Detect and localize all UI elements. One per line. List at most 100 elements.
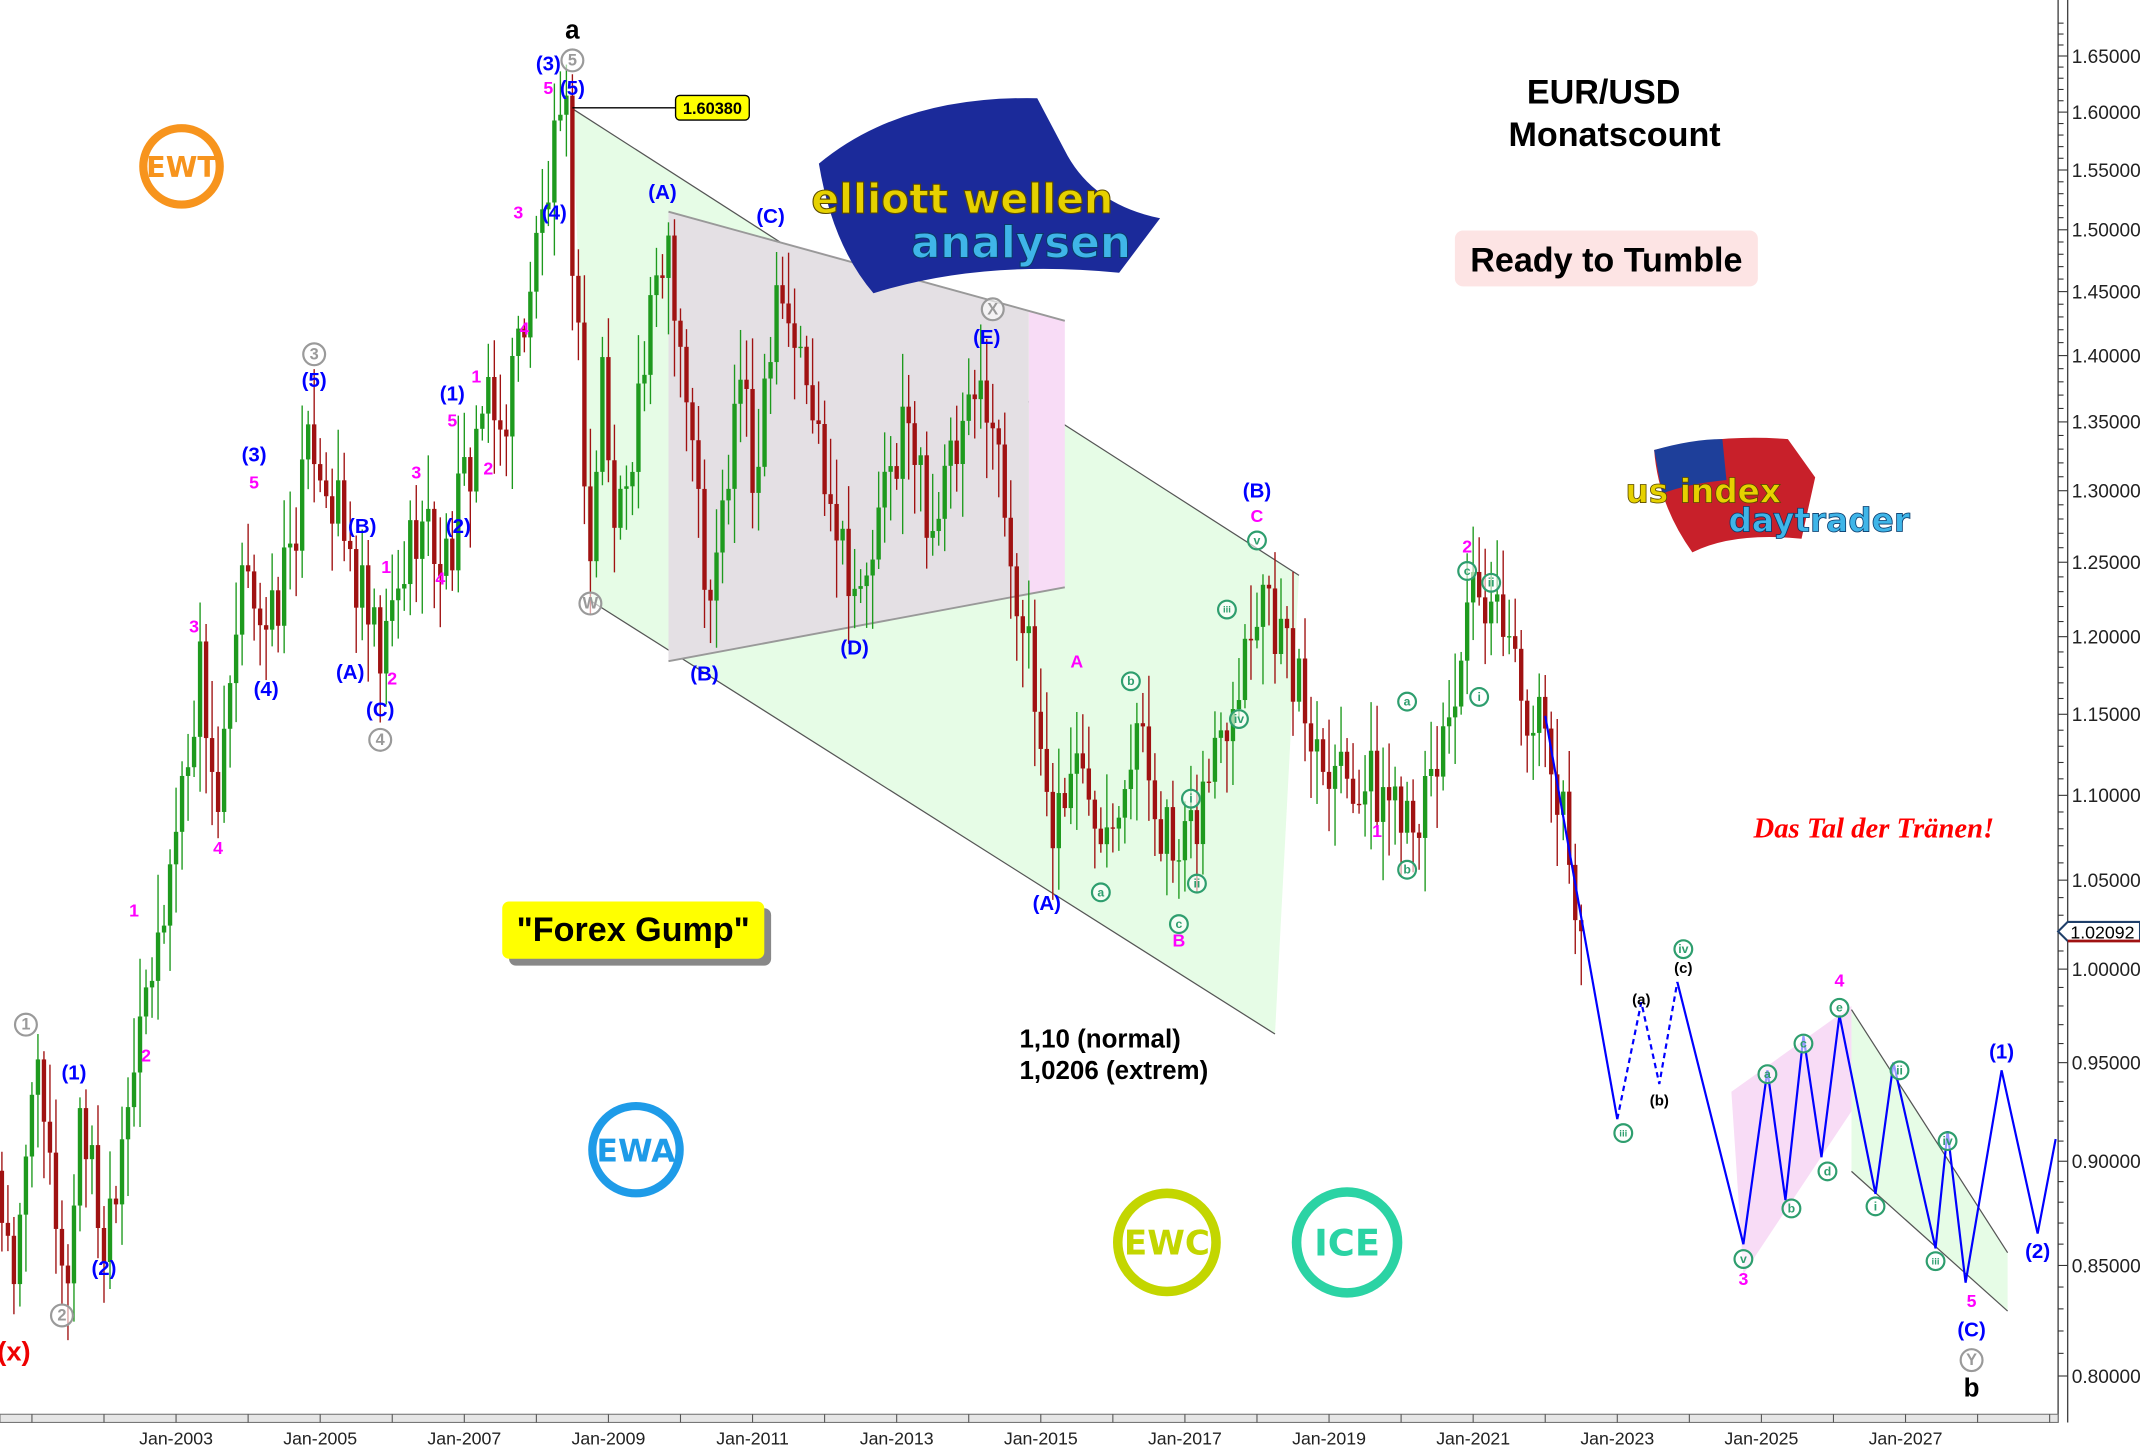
candle-body [299, 459, 305, 551]
candle-body [612, 460, 617, 528]
candle-body [822, 424, 827, 495]
candle-body [624, 486, 629, 489]
candle-body [1098, 828, 1104, 845]
wave-label-circled: c [1168, 914, 1189, 935]
wave-label-text: 3 [310, 345, 319, 363]
wave-label-circled: iii [1925, 1251, 1946, 1272]
candle-body [1410, 800, 1416, 833]
price-tick-label: 1.40000 [2072, 346, 2140, 367]
candle [251, 554, 257, 641]
wave-label-circled: i [1469, 686, 1490, 707]
label-circle [1865, 1196, 1886, 1217]
candle-body [348, 540, 353, 550]
target-extreme-text: 1,0206 (extrem) [1020, 1057, 1209, 1085]
candle [576, 249, 581, 361]
candle-body [588, 486, 593, 562]
candle [852, 548, 857, 629]
candle [1470, 526, 1476, 641]
candle [618, 475, 623, 540]
label-circle [368, 727, 393, 752]
candle [1314, 701, 1320, 804]
candle-body [930, 531, 935, 538]
wave-label: (c) [1674, 960, 1692, 977]
candle [1044, 692, 1049, 817]
time-tick-label: Jan-2013 [860, 1428, 934, 1447]
candle-body [1152, 780, 1158, 820]
label-circle [1733, 1249, 1754, 1269]
candle [732, 364, 737, 544]
candle [209, 681, 215, 826]
candle-body [780, 285, 785, 304]
candle [1368, 702, 1374, 850]
candle [1531, 705, 1536, 780]
candle [1104, 774, 1110, 868]
candle [1212, 711, 1218, 799]
channel-lower-line [1851, 1170, 2009, 1312]
chart-title: EUR/USD [1527, 74, 1681, 112]
label-circle [1817, 1161, 1838, 1182]
label-circle [1168, 914, 1189, 935]
candle [408, 500, 413, 616]
candle-body [450, 538, 455, 571]
candle-body [101, 1227, 107, 1263]
candle-body [305, 424, 311, 460]
candle [696, 406, 701, 538]
candle [275, 576, 281, 653]
wave-label-circled: d [1817, 1161, 1838, 1182]
wave-label: (C) [366, 699, 394, 722]
candle-body [408, 520, 413, 585]
label-circle [1247, 530, 1267, 551]
candle-body [0, 1170, 5, 1223]
candle-body [438, 563, 443, 576]
candle [870, 529, 875, 629]
label-circle [1186, 873, 1207, 894]
candle [486, 343, 491, 443]
candle-body [1140, 723, 1146, 727]
wave-label: 5 [447, 411, 457, 431]
candle-body [1128, 769, 1134, 790]
candle-body [834, 503, 839, 541]
candle [1398, 776, 1404, 876]
candle [762, 353, 767, 477]
wave-label-text: iii [1619, 1128, 1627, 1139]
label-circle [1457, 561, 1478, 581]
candle [684, 329, 689, 452]
candle-body [1579, 920, 1584, 932]
wave-label-text: ii [1488, 576, 1495, 590]
candle-body [203, 641, 209, 739]
wave-label-circled: iii [1216, 599, 1237, 620]
wave-label-text: iii [1223, 605, 1231, 616]
label-circle [1481, 572, 1502, 593]
candle-body [1122, 789, 1128, 818]
candle-body [155, 932, 161, 981]
candle-body [990, 422, 995, 429]
candle-body [263, 625, 269, 630]
candle [1182, 801, 1188, 892]
candle [1158, 791, 1164, 862]
candle-body [1507, 636, 1512, 638]
candle [504, 404, 509, 477]
candle [1392, 766, 1398, 845]
candle [1080, 714, 1086, 784]
candle [47, 1064, 53, 1185]
wave-label-text: 1 [21, 1016, 30, 1034]
candle-body [1158, 819, 1164, 854]
candle [606, 318, 611, 483]
candle [768, 336, 773, 414]
candle-body [1344, 751, 1350, 779]
candle-body [53, 1152, 59, 1229]
candle [1537, 673, 1542, 767]
candle [1008, 480, 1013, 619]
candle [528, 261, 533, 368]
candle [714, 509, 719, 648]
price-tick-label: 0.95000 [2072, 1053, 2140, 1074]
candle-body [1020, 616, 1025, 634]
candle [1050, 763, 1055, 900]
candle [1338, 706, 1344, 794]
candle [1092, 790, 1098, 869]
wave-label: 1 [381, 557, 391, 577]
time-tick-label: Jan-2019 [1292, 1428, 1366, 1447]
candle-body [900, 406, 905, 479]
time-tick-label: Jan-2011 [716, 1428, 789, 1447]
candle [155, 874, 161, 1020]
